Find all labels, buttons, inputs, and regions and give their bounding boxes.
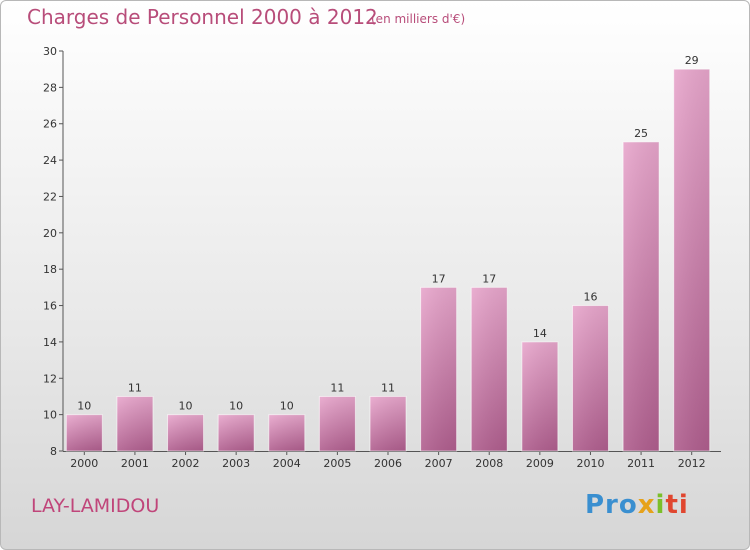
bar-shine-2000 [66,414,103,451]
x-tick-label: 2009 [526,457,554,470]
x-tick-label: 2010 [576,457,604,470]
x-tick-label: 2007 [425,457,453,470]
y-tick-label: 20 [43,227,57,240]
chart-title: Charges de Personnel 2000 à 2012 [27,5,378,29]
y-axis: 8 10 12 14 16 18 20 22 24 26 28 30 [43,45,64,458]
bars [65,68,711,452]
proxiti-logo[interactable]: Proxiti [585,490,689,520]
value-label: 25 [634,127,648,140]
bar-shine-2006 [370,396,406,451]
y-tick-label: 26 [43,118,57,131]
y-tick-label: 8 [50,445,57,458]
y-tick-label: 10 [43,409,57,422]
x-axis: 2000 2001 2002 2003 2004 2005 2006 2007 2008 2009… [63,451,721,470]
value-label: 29 [685,54,699,67]
value-label: 11 [381,381,395,394]
bar-shine-2011 [623,141,660,451]
value-label: 11 [330,381,344,394]
y-tick-label: 30 [43,45,57,58]
y-tick-label: 24 [43,154,57,167]
value-label: 17 [432,272,446,285]
value-label: 14 [533,327,547,340]
commune-name: LAY-LAMIDOU [31,495,160,517]
y-tick-label: 12 [43,372,57,385]
bar-shine-2007 [420,287,457,451]
value-label: 10 [229,400,243,413]
bar-shine-2001 [116,396,153,451]
x-tick-label: 2000 [70,457,98,470]
x-tick-label: 2001 [121,457,149,470]
value-label: 10 [179,400,193,413]
value-label: 16 [583,291,597,304]
x-tick-label: 2006 [374,457,402,470]
bar-shine-2009 [521,341,558,451]
value-label: 10 [280,400,294,413]
x-tick-label: 2005 [323,457,351,470]
y-tick-label: 16 [43,300,57,313]
x-tick-label: 2004 [273,457,301,470]
bar-shine-2004 [268,414,305,451]
bar-shine-2005 [319,396,356,451]
x-tick-label: 2011 [627,457,655,470]
y-tick-label: 22 [43,190,57,203]
bar-shine-2010 [572,305,609,451]
chart-subtitle: (en milliers d'€) [371,12,466,26]
y-tick-label: 28 [43,81,57,94]
value-label: 10 [77,400,91,413]
bar-shine-2003 [218,414,255,451]
x-tick-label: 2008 [475,457,503,470]
y-tick-label: 14 [43,336,57,349]
value-label: 17 [482,272,496,285]
value-label: 11 [128,381,142,394]
x-tick-label: 2003 [222,457,250,470]
bar-shine-2008 [471,287,508,451]
value-labels: 10 11 10 10 10 11 11 17 17 14 16 25 29 [77,54,698,412]
x-tick-label: 2012 [678,457,706,470]
bar-shine-2002 [167,414,204,451]
x-tick-label: 2002 [172,457,200,470]
bar-shine-2012 [673,69,710,451]
y-tick-label: 18 [43,263,57,276]
